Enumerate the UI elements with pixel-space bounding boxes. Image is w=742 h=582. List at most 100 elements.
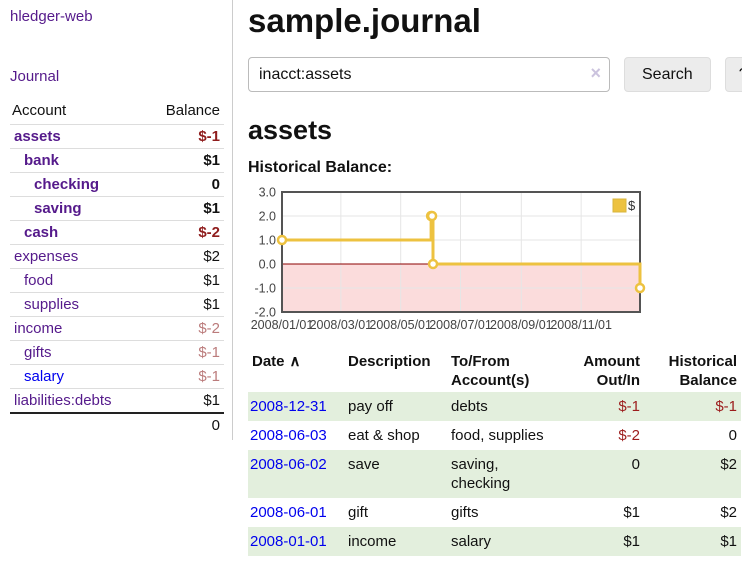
sidebar-account-link[interactable]: assets	[14, 128, 61, 145]
account-name-cell: saving	[10, 196, 145, 221]
account-heading: assets	[248, 115, 333, 145]
account-row: supplies $1	[10, 292, 224, 317]
account-name-cell: expenses	[10, 244, 145, 269]
sidebar-account-link[interactable]: bank	[24, 152, 60, 169]
sort-ascending-icon: ∧	[289, 353, 301, 370]
register-description: save	[348, 456, 380, 473]
sidebar-account-link[interactable]: salary	[24, 368, 65, 385]
account-balance: $1	[144, 268, 224, 293]
register-header-date-label: Date	[252, 353, 285, 370]
register-amount: $-1	[618, 398, 640, 415]
search-box: ×	[248, 57, 610, 92]
register-amount: 0	[631, 456, 640, 473]
register-accounts: salary	[451, 533, 492, 550]
accounts-header-row: Account Balance	[10, 100, 224, 125]
accounts-total-row: 0	[10, 412, 224, 440]
register-date-link[interactable]: 2008-06-02	[250, 456, 327, 473]
register-date-cell: 2008-12-31	[248, 392, 344, 421]
account-name-cell: bank	[10, 148, 145, 173]
sidebar-account-link[interactable]: checking	[34, 176, 100, 193]
chart-label: Historical Balance:	[248, 159, 393, 176]
accounts-table: Account Balance assets $-1 bank $1 checking 0…	[10, 100, 224, 440]
data-point-marker	[634, 282, 646, 294]
account-row: saving $1	[10, 196, 224, 221]
register-header-date[interactable]: Date ∧	[248, 350, 344, 392]
sidebar: hledger-web Journal Account Balance asse…	[0, 0, 233, 440]
svg-text:2008/07/01: 2008/07/01	[429, 318, 492, 332]
register-date-link[interactable]: 2008-01-01	[250, 533, 327, 550]
register-row: 2008-06-02 save saving, checking 0 $2	[248, 450, 741, 498]
sidebar-account-link[interactable]: food	[24, 272, 54, 289]
register-header-row: Date ∧ Description To/From Account(s) Amo…	[248, 350, 741, 392]
register-row: 2008-06-01 gift gifts $1 $2	[248, 498, 741, 527]
register-row: 2008-12-31 pay off debts $-1 $-1	[248, 392, 741, 421]
register-accounts: saving, checking	[451, 456, 511, 492]
accounts-header-account: Account	[12, 102, 67, 119]
register-date-cell: 2008-06-02	[248, 450, 344, 498]
svg-text:2008/05/01: 2008/05/01	[369, 318, 432, 332]
account-row: liabilities:debts $1	[10, 388, 224, 413]
account-row: assets $-1	[10, 124, 224, 149]
account-name-cell: cash	[10, 220, 145, 245]
account-name-cell: food	[10, 268, 145, 293]
search-input[interactable]	[248, 57, 610, 92]
sidebar-account-link[interactable]: income	[14, 320, 63, 337]
register-table: Date ∧ Description To/From Account(s) Amo…	[248, 350, 741, 556]
register-date-link[interactable]: 2008-06-03	[250, 427, 327, 444]
brand-link[interactable]: hledger-web	[10, 8, 93, 25]
account-row: bank $1	[10, 148, 224, 173]
register-balance: $1	[720, 533, 737, 550]
sidebar-account-link[interactable]: cash	[24, 224, 59, 241]
data-point-marker	[427, 258, 439, 270]
sidebar-item-journal[interactable]: Journal	[10, 68, 60, 85]
register-accounts: debts	[451, 398, 488, 415]
legend-label: $	[628, 198, 636, 213]
accounts-header-balance: Balance	[165, 102, 220, 119]
register-balance: $-1	[715, 398, 737, 415]
account-name-cell: liabilities:debts	[10, 388, 145, 413]
register-row: 2008-01-01 income salary $1 $1	[248, 527, 741, 556]
search-button[interactable]: Search	[624, 57, 711, 92]
sidebar-account-link[interactable]: saving	[34, 200, 82, 217]
account-name-cell: salary	[10, 364, 145, 389]
sidebar-account-link[interactable]: supplies	[24, 296, 80, 313]
svg-text:2008/11/01: 2008/11/01	[550, 318, 612, 332]
account-balance: $1	[144, 388, 224, 413]
svg-text:0.0: 0.0	[259, 258, 276, 272]
clear-search-icon[interactable]: ×	[590, 63, 601, 83]
page: hledger-web Journal Account Balance asse…	[0, 0, 742, 556]
historical-balance-chart[interactable]: 3.0 2.0 1.0 0.0 -1.0 -2.02008/01/012008/03/01…	[248, 186, 652, 334]
register-amount: $1	[623, 533, 640, 550]
register-row: 2008-06-03 eat & shop food, supplies $-2 0	[248, 421, 741, 450]
svg-text:-1.0: -1.0	[254, 282, 276, 296]
sidebar-account-link[interactable]: liabilities:debts	[14, 392, 112, 409]
account-name-cell: gifts	[10, 340, 145, 365]
register-balance: 0	[728, 427, 737, 444]
svg-text:-2.0: -2.0	[254, 306, 276, 320]
account-row: expenses $2	[10, 244, 224, 269]
account-row: salary $-1	[10, 364, 224, 389]
account-balance: $-2	[144, 316, 224, 341]
register-date-cell: 2008-06-03	[248, 421, 344, 450]
register-description: gift	[348, 504, 369, 521]
svg-text:2008/01/01: 2008/01/01	[251, 318, 314, 332]
register-date-link[interactable]: 2008-12-31	[250, 398, 327, 415]
sidebar-account-link[interactable]: expenses	[14, 248, 79, 265]
register-date-link[interactable]: 2008-06-01	[250, 504, 327, 521]
account-balance: $2	[144, 244, 224, 269]
account-balance: $1	[144, 148, 224, 173]
account-row: gifts $-1	[10, 340, 224, 365]
sidebar-account-link[interactable]: gifts	[24, 344, 52, 361]
help-button[interactable]: ?	[724, 57, 742, 92]
account-name-cell: income	[10, 316, 145, 341]
register-description: eat & shop	[348, 427, 420, 444]
register-date-cell: 2008-06-01	[248, 498, 344, 527]
svg-text:2008/03/01: 2008/03/01	[310, 318, 373, 332]
svg-text:2008/09/01: 2008/09/01	[490, 318, 553, 332]
account-name-cell: supplies	[10, 292, 145, 317]
account-balance: $-1	[144, 340, 224, 365]
account-balance: $1	[144, 292, 224, 317]
data-point-marker	[426, 210, 438, 222]
register-accounts: food, supplies	[451, 427, 544, 444]
accounts-total-value: 0	[144, 412, 224, 440]
